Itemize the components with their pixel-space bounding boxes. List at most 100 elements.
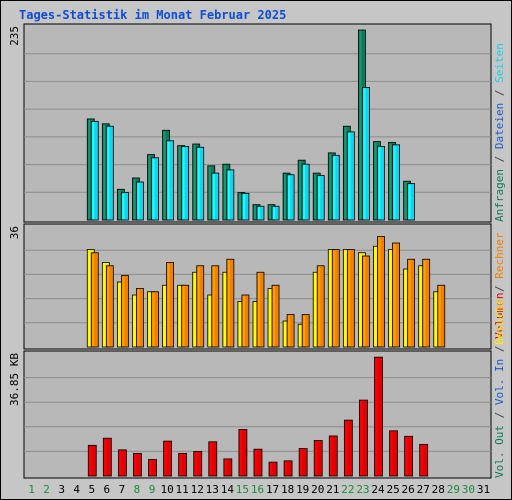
- x-tick-label-day-29: 29: [447, 483, 460, 496]
- bar-highlight: [103, 124, 106, 219]
- bar-highlight: [193, 273, 196, 346]
- bar-dateien-13: [211, 172, 220, 221]
- bar-highlight: [257, 273, 260, 346]
- legend-item-volin: Vol. In: [493, 359, 506, 405]
- bar-dateien-19: [301, 163, 310, 221]
- x-tick-label-day-19: 19: [296, 483, 309, 496]
- bar-volumen-11: [178, 452, 188, 477]
- bar-volumen-19: [298, 448, 308, 477]
- bar-highlight: [119, 450, 122, 475]
- bar-highlight: [333, 250, 336, 346]
- bar-rechner-25: [392, 242, 400, 348]
- bar-highlight: [393, 244, 396, 346]
- bar-dateien-17: [271, 205, 280, 221]
- bar-rechner-27: [422, 258, 431, 348]
- bar-rechner-15: [241, 294, 250, 348]
- bar-volumen-22: [343, 419, 353, 477]
- bar-highlight: [208, 166, 211, 219]
- bar-highlight: [378, 147, 381, 219]
- bar-rechner-6: [105, 265, 114, 348]
- bar-highlight: [438, 286, 441, 346]
- bar-highlight: [359, 31, 362, 219]
- bar-highlight: [118, 283, 121, 346]
- bar-highlight: [329, 250, 332, 346]
- bar-highlight: [208, 296, 211, 346]
- bar-rechner-23: [362, 255, 370, 348]
- bar-highlight: [122, 193, 125, 219]
- bar-highlight: [238, 193, 241, 219]
- bar-rechner-7: [120, 275, 129, 348]
- bar-highlight: [149, 460, 152, 475]
- bar-highlight: [107, 266, 110, 346]
- bar-highlight: [167, 263, 170, 346]
- bar-dateien-18: [286, 174, 295, 221]
- legend-panel-visits: Besuche / Rechner: [493, 232, 506, 345]
- x-tick-label-day-25: 25: [386, 483, 399, 496]
- x-tick-label-day-31: 31: [477, 483, 490, 496]
- bar-volumen-24: [374, 356, 383, 477]
- bar-highlight: [152, 292, 155, 346]
- bar-highlight: [152, 158, 155, 219]
- bar-highlight: [389, 250, 392, 346]
- legend-panel-volume: Vol. Out / Vol. In / Volumen: [493, 293, 506, 478]
- bar-volumen-15: [238, 429, 248, 477]
- bar-highlight: [134, 454, 137, 475]
- bar-highlight: [344, 250, 347, 346]
- legend-item-seiten: Seiten: [493, 43, 506, 83]
- bar-volumen-12: [193, 451, 203, 477]
- bar-highlight: [239, 430, 242, 475]
- bar-highlight: [408, 184, 411, 219]
- bar-dateien-14: [226, 169, 235, 221]
- bar-dateien-21: [331, 154, 340, 221]
- bar-volumen-10: [163, 440, 172, 477]
- bar-highlight: [257, 207, 260, 219]
- bar-rechner-22: [346, 249, 355, 348]
- bar-rechner-18: [286, 314, 295, 348]
- bar-highlight: [374, 142, 377, 219]
- legend-separator: /: [493, 339, 506, 359]
- x-tick-label-day-14: 14: [221, 483, 235, 496]
- bar-dateien-20: [316, 175, 325, 221]
- bar-highlight: [404, 270, 407, 346]
- bar-highlight: [299, 161, 302, 219]
- bar-highlight: [164, 442, 167, 475]
- y-max-label-volume: 36.85 KB: [8, 353, 21, 406]
- bar-highlight: [194, 452, 197, 475]
- bar-highlight: [390, 431, 393, 475]
- legend-separator: /: [493, 149, 506, 169]
- x-axis: 1 2 3 4 5 6 7 8 9 10 11 12 13 14 15 16 17 18 19 20 21 22 23 24 2…: [28, 483, 490, 496]
- bar-highlight: [270, 463, 273, 475]
- bar-highlight: [193, 145, 196, 219]
- x-tick-label-day-10: 10: [160, 483, 173, 496]
- bar-highlight: [314, 273, 317, 346]
- bar-dateien-7: [120, 192, 129, 221]
- bar-highlight: [329, 153, 332, 219]
- bar-highlight: [167, 141, 170, 219]
- panels-group: 235 36 36.85 KB: [8, 23, 492, 479]
- bar-highlight: [315, 441, 318, 475]
- bar-highlight: [227, 260, 230, 346]
- bar-highlight: [405, 437, 408, 475]
- bar-rechner-28: [437, 284, 446, 348]
- legend-item-anfragen: Anfragen: [493, 169, 506, 222]
- x-tick-label-day-4: 4: [73, 483, 80, 496]
- legend-separator: /: [493, 405, 506, 425]
- y-max-label-hits: 235: [8, 26, 21, 46]
- bar-volumen-9: [148, 459, 157, 477]
- bar-highlight: [314, 174, 317, 219]
- bar-highlight: [242, 296, 245, 346]
- bar-rechner-14: [226, 258, 235, 348]
- bar-volumen-25: [389, 430, 398, 477]
- bar-highlight: [303, 165, 306, 219]
- bar-highlight: [434, 292, 437, 346]
- bar-highlight: [378, 237, 381, 346]
- bar-highlight: [182, 147, 185, 219]
- bar-highlight: [345, 421, 348, 475]
- bar-rechner-17: [271, 284, 280, 348]
- bar-rechner-24: [377, 236, 385, 348]
- bar-volumen-23: [359, 399, 368, 477]
- bar-dateien-24: [377, 146, 385, 221]
- x-tick-label-day-2: 2: [43, 483, 50, 496]
- x-tick-label-day-20: 20: [311, 483, 324, 496]
